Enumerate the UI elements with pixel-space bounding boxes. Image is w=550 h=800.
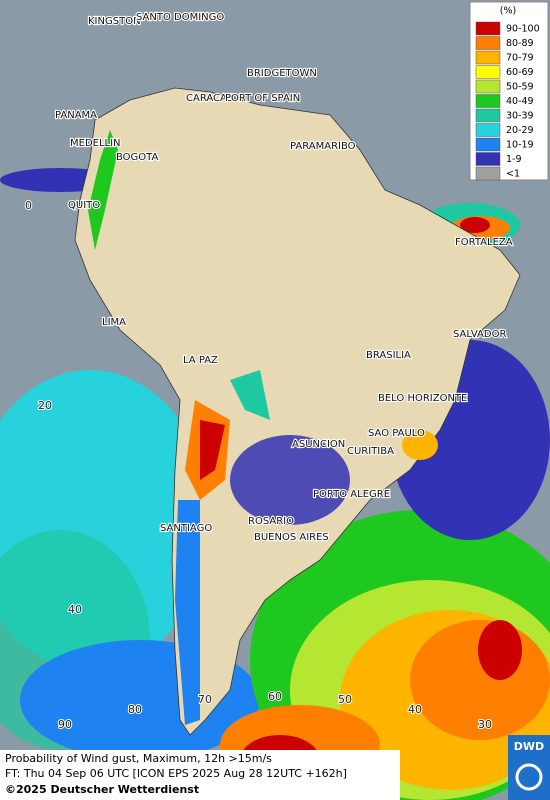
legend-swatch [475, 123, 501, 137]
legend-label: 10-19 [506, 140, 534, 151]
legend-swatch [475, 50, 501, 65]
city-label: BRASILIA [366, 350, 411, 361]
legend-swatch [475, 21, 501, 36]
city-label: SANTO DOMINGO [136, 12, 224, 23]
city-label: BRIDGETOWN [247, 68, 317, 79]
city-label: ASUNCION [292, 439, 345, 450]
lat-label: 0 [25, 199, 32, 212]
probability-field [0, 168, 550, 800]
city-label: CURITIBA [347, 446, 394, 457]
city-label: SALVADOR [453, 329, 506, 340]
legend-swatch [475, 152, 501, 166]
legend-label: 20-29 [506, 125, 534, 136]
city-label: LA PAZ [183, 355, 218, 366]
legend-label: 30-39 [506, 111, 534, 122]
city-label: SAO PAULO [368, 428, 425, 439]
lon-label: 60 [268, 690, 282, 703]
legend-swatch [475, 65, 501, 79]
legend-swatch [475, 36, 501, 50]
city-label: PARAMARIBO [290, 141, 356, 152]
legend-swatch [475, 79, 501, 94]
legend-label: 70-79 [506, 53, 534, 64]
lon-label: 80 [128, 703, 142, 716]
legend-label: 1-9 [506, 154, 522, 165]
lon-label: 90 [58, 718, 72, 731]
legend-label: 50-59 [506, 82, 534, 93]
footer-line: ©2025 Deutscher Wetterdienst [5, 783, 199, 796]
city-label: LIMA [102, 317, 126, 328]
legend-label: 40-49 [506, 96, 534, 107]
legend-title: (%) [500, 6, 516, 17]
legend-label: <1 [506, 169, 520, 180]
lat-label: 40 [68, 603, 82, 616]
city-label: BUENOS AIRES [254, 532, 329, 543]
city-label: QUITO [68, 200, 100, 211]
city-label: CARACAS [186, 93, 233, 104]
city-label: KINGSTON [88, 16, 141, 27]
city-label: SANTIAGO [160, 523, 212, 534]
lon-label: 70 [198, 693, 212, 706]
lon-label: 50 [338, 693, 352, 706]
lon-label: 30 [478, 718, 492, 731]
city-label: MEDELLIN [70, 138, 121, 149]
legend-swatch [475, 137, 501, 152]
legend-label: 90-100 [506, 24, 540, 35]
lat-label: 20 [38, 399, 52, 412]
andes-field [88, 130, 438, 725]
logo-text: DWD [514, 740, 544, 753]
city-label: PORTO ALEGRE [313, 489, 390, 500]
legend-label: 80-89 [506, 38, 534, 49]
city-label: BELO HORIZONTE [378, 393, 467, 404]
footer-box [0, 750, 400, 800]
city-label: PORT OF SPAIN [225, 93, 300, 104]
city-label: FORTALEZA [455, 237, 513, 248]
legend-swatch [475, 108, 501, 123]
city-label: BOGOTA [116, 152, 159, 163]
city-label: PANAMA [55, 110, 97, 121]
footer-line: Probability of Wind gust, Maximum, 12h >… [5, 752, 272, 765]
legend-label: 60-69 [506, 67, 534, 78]
logo-swirl [515, 763, 543, 791]
lon-label: 40 [408, 703, 422, 716]
city-label: ROSARIO [248, 516, 294, 527]
legend-swatch [475, 94, 501, 108]
legend-swatch [475, 166, 501, 181]
footer-line: FT: Thu 04 Sep 06 UTC [ICON EPS 2025 Aug… [5, 767, 347, 780]
